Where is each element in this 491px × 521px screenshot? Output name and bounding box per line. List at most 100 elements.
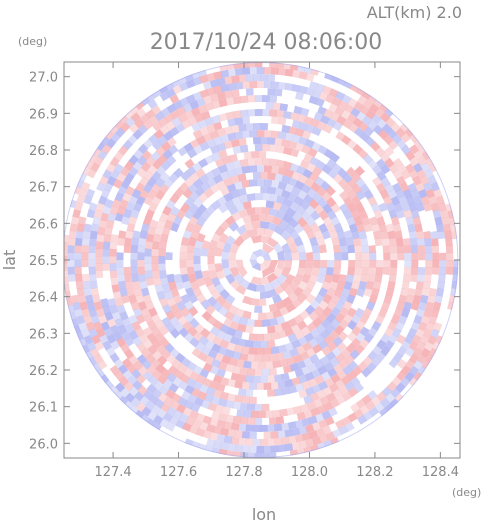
radar-cell: [245, 74, 254, 82]
radar-cell: [296, 267, 306, 277]
radar-cell: [304, 267, 313, 277]
radar-cell: [428, 315, 438, 325]
radar-cell: [139, 230, 148, 240]
radar-cell: [83, 315, 93, 325]
radar-cell: [329, 382, 339, 393]
radar-cell: [216, 77, 226, 86]
radar-cell: [213, 71, 223, 80]
radar-cell: [308, 337, 319, 348]
radar-cell: [303, 395, 313, 405]
radar-cell: [268, 367, 278, 376]
radar-cell: [220, 134, 230, 143]
radar-cell: [247, 158, 256, 166]
radar-cell: [195, 374, 206, 385]
radar-cell: [245, 389, 254, 397]
radar-cell: [182, 321, 193, 332]
radar-cell: [239, 416, 249, 425]
radar-cell: [424, 168, 434, 179]
radar-cell: [298, 426, 308, 435]
radar-cell: [109, 365, 120, 376]
radar-cell: [382, 413, 393, 424]
radar-cell: [334, 260, 342, 268]
radar-cell: [113, 390, 124, 401]
radar-cell: [184, 177, 195, 188]
radar-cell: [82, 237, 90, 246]
radar-cell: [270, 67, 279, 75]
radar-cell: [86, 168, 97, 179]
radar-cell: [367, 350, 378, 361]
radar-cell: [385, 202, 396, 212]
radar-cell: [287, 318, 298, 328]
radar-cell: [144, 248, 152, 257]
radar-cell: [368, 245, 377, 254]
x-tick-label: 128.4: [422, 465, 459, 480]
radar-cell: [206, 177, 217, 188]
radar-cell: [261, 452, 270, 458]
radar-cell: [303, 153, 314, 163]
radar-cell: [145, 400, 156, 411]
radar-cell: [432, 252, 440, 261]
radar-cell: [217, 91, 226, 101]
radar-cell: [372, 280, 382, 290]
radar-cell: [135, 402, 146, 413]
radar-field: [64, 62, 459, 458]
radar-cell: [445, 182, 455, 192]
radar-cell: [226, 327, 237, 337]
radar-cell: [104, 198, 114, 209]
radar-cell: [428, 195, 438, 205]
radar-cell: [215, 455, 224, 458]
radar-cell: [254, 452, 263, 458]
radar-cell: [181, 390, 191, 401]
y-tick-label: 26.3: [29, 327, 58, 342]
radar-cell: [119, 102, 131, 114]
radar-cell: [168, 144, 179, 155]
radar-cell: [274, 437, 283, 446]
radar-cell: [175, 419, 186, 429]
radar-cell: [254, 193, 263, 201]
radar-cell: [360, 237, 369, 247]
radar-cell: [390, 314, 400, 325]
radar-cell: [362, 252, 370, 261]
radar-cell: [423, 202, 433, 212]
radar-cell: [436, 348, 447, 358]
radar-cell: [275, 210, 286, 220]
radar-cell: [281, 436, 290, 445]
radar-cell: [390, 252, 398, 261]
radar-cell: [123, 109, 134, 120]
radar-cell: [123, 266, 132, 275]
radar-cell: [263, 282, 274, 292]
radar-cell: [396, 301, 405, 311]
radar-cell: [232, 365, 241, 375]
radar-cell: [315, 83, 325, 93]
radar-cell: [206, 87, 216, 96]
radar-cell: [218, 164, 228, 174]
radar-cell: [79, 152, 90, 163]
radar-cell: [301, 432, 311, 441]
radar-cell: [230, 139, 240, 148]
radar-cell: [295, 205, 306, 216]
radar-cell: [238, 437, 247, 446]
radar-cell: [310, 222, 321, 233]
radar-cell: [405, 150, 416, 161]
radar-cell: [297, 320, 308, 331]
radar-cell: [177, 113, 188, 124]
radar-cell: [330, 294, 341, 305]
radar-cell: [387, 189, 398, 200]
radar-cell: [291, 427, 301, 436]
radar-cell: [169, 416, 180, 426]
radar-cell: [408, 340, 419, 351]
radar-cell: [76, 158, 86, 169]
radar-cell: [254, 417, 263, 425]
radar-cell: [316, 404, 327, 415]
radar-cell: [405, 195, 416, 206]
radar-cell: [242, 215, 252, 225]
radar-cell: [453, 260, 459, 268]
radar-cell: [380, 230, 389, 240]
radar-cell: [241, 381, 250, 390]
radar-cell: [432, 260, 440, 268]
radar-cell: [330, 111, 340, 122]
radar-cell: [135, 182, 145, 193]
radar-cell: [229, 266, 240, 278]
radar-cell: [92, 216, 101, 226]
radar-cell: [182, 103, 193, 113]
